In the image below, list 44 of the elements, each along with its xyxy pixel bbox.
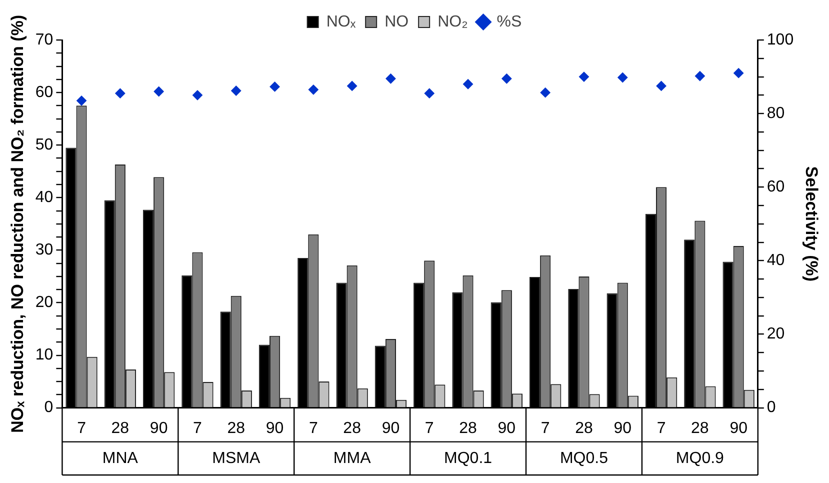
- y-tick-label: 70: [35, 31, 54, 48]
- x-tick-label: 7: [193, 420, 202, 437]
- y2-axis-title: Selectivity (%): [802, 166, 822, 282]
- x-tick-label: 90: [614, 420, 632, 437]
- y-tick-label: 20: [35, 294, 54, 312]
- x-tick-label: 7: [308, 420, 318, 437]
- text: MQ0.1: [444, 450, 492, 467]
- text: MSMA: [212, 450, 260, 467]
- y-tick-label: 50: [35, 136, 54, 154]
- legend-label: NOₓ: [326, 13, 356, 30]
- x-tick-label: 90: [730, 420, 748, 437]
- x-tick-label: 28: [227, 420, 246, 437]
- y-tick-label: 40: [35, 189, 54, 206]
- y-tick-label: 30: [35, 242, 54, 259]
- y2-tick-label: 100: [766, 31, 794, 48]
- legend-label: NO: [384, 13, 409, 30]
- text: MNA: [102, 450, 138, 467]
- x-tick-label: 28: [343, 420, 362, 437]
- x-tick-label: 7: [656, 420, 666, 437]
- x-tick-label: 7: [540, 420, 550, 437]
- y2-tick-label: 20: [766, 326, 785, 343]
- y2-tick-label: 40: [766, 252, 785, 270]
- x-tick-label: 28: [111, 420, 130, 437]
- x-tick-label: 90: [498, 420, 516, 437]
- text: MQ0.5: [560, 450, 608, 467]
- x-tick-label: 7: [77, 420, 86, 437]
- y2-tick-label: 80: [766, 104, 785, 122]
- y-axis-title: NOₓ reduction, NO reduction and NO₂ formation (%): [8, 14, 27, 433]
- x-tick-label: 28: [575, 420, 593, 437]
- x-tick-label: 90: [150, 420, 168, 437]
- legend-label: NO₂: [438, 13, 468, 30]
- x-tick-label: 28: [459, 420, 478, 437]
- y2-tick-label: 60: [766, 178, 785, 196]
- legend-label: %S: [496, 13, 522, 30]
- x-tick-label: 28: [691, 420, 709, 437]
- x-tick-label: 7: [424, 420, 434, 437]
- y-tick-label: 0: [44, 399, 54, 416]
- x-tick-label: 90: [266, 420, 284, 437]
- x-tick-label: 90: [382, 420, 400, 437]
- text: MMA: [333, 450, 372, 467]
- text: MQ0.9: [676, 450, 724, 467]
- y-tick-label: 60: [35, 84, 54, 101]
- y2-tick-label: 0: [766, 399, 776, 416]
- y-tick-label: 10: [35, 346, 54, 364]
